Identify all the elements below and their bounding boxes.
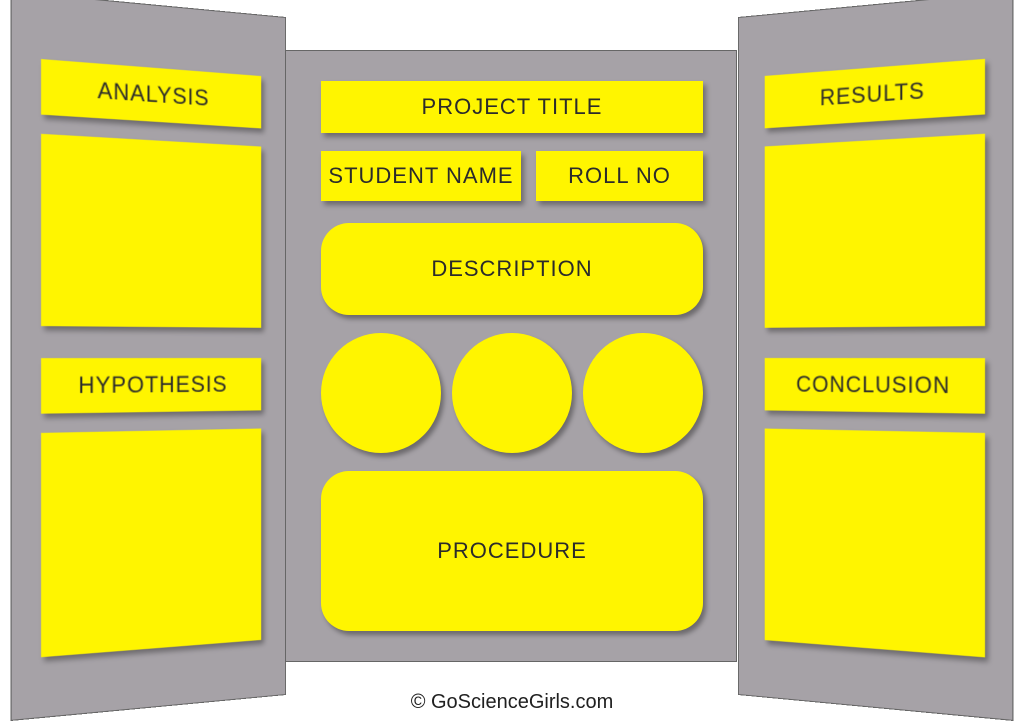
image-circle-1 (321, 333, 441, 453)
results-area (765, 134, 985, 328)
roll-no: ROLL NO (536, 151, 703, 201)
left-panel: ANALYSIS HYPOTHESIS (11, 0, 286, 721)
description-box: DESCRIPTION (321, 223, 703, 315)
right-panel: RESULTS CONCLUSION (738, 0, 1013, 721)
hypothesis-area (41, 428, 261, 657)
center-panel: PROJECT TITLE STUDENT NAME ROLL NO DESCR… (285, 50, 737, 662)
project-title: PROJECT TITLE (321, 81, 703, 133)
hypothesis-label: HYPOTHESIS (41, 358, 261, 414)
conclusion-area (765, 429, 985, 658)
image-circle-3 (583, 333, 703, 453)
trifold-board: ANALYSIS HYPOTHESIS PROJECT TITLE STUDEN… (0, 0, 1024, 724)
results-label: RESULTS (765, 59, 985, 128)
attribution-caption: © GoScienceGirls.com (0, 691, 1024, 714)
image-circle-2 (452, 333, 572, 453)
student-name: STUDENT NAME (321, 151, 521, 201)
conclusion-label: CONCLUSION (765, 358, 985, 414)
analysis-label: ANALYSIS (41, 59, 261, 128)
analysis-area (41, 134, 261, 328)
procedure-box: PROCEDURE (321, 471, 703, 631)
